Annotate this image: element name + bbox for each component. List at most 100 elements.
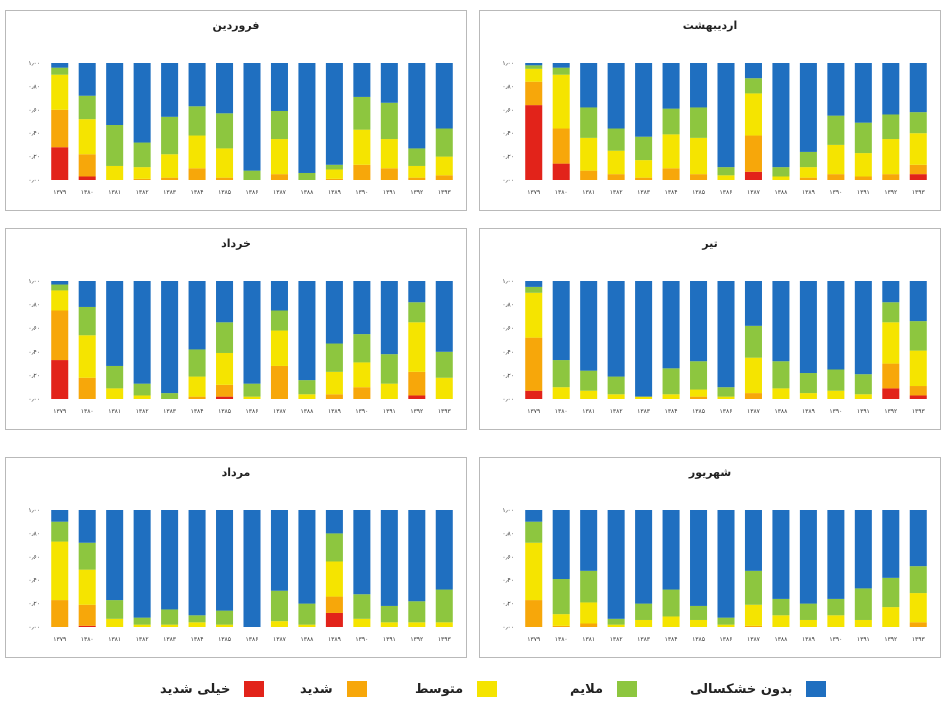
bar-segment <box>690 396 708 399</box>
bar-segment <box>607 128 625 151</box>
x-tick-label: ۱۳۸۱ <box>582 189 595 196</box>
bar-segment <box>408 622 426 627</box>
bar-segment <box>133 167 151 179</box>
x-tick-label: ۱۳۹۰ <box>829 189 842 196</box>
bar-segment <box>51 63 69 68</box>
y-tick-label: ۰٫۶۰ <box>28 107 40 114</box>
y-tick-label: ۰٫۴۰ <box>502 349 514 356</box>
bar-segment <box>854 394 872 399</box>
bar-segment <box>51 109 69 148</box>
x-tick-label: ۱۳۸۷ <box>747 408 761 415</box>
bar-segment <box>662 589 680 617</box>
x-tick-label: ۱۳۹۲ <box>884 408 897 415</box>
bar-segment <box>353 510 371 595</box>
x-tick-label: ۱۳۸۹ <box>802 408 815 415</box>
bar-segment <box>325 510 343 534</box>
y-tick-label: ۱٫۰۰ <box>502 60 514 67</box>
legend-label: بدون خشکسالی <box>690 681 793 697</box>
bar-segment <box>552 128 570 164</box>
bar-segment <box>909 622 927 627</box>
y-tick-label: ۰٫۶۰ <box>502 554 514 561</box>
y-tick-label: ۰٫۰۰ <box>28 177 40 184</box>
bar-segment <box>325 164 343 170</box>
bar-segment <box>607 150 625 175</box>
bar-segment <box>607 281 625 377</box>
bar-segment <box>216 510 234 611</box>
x-tick-label: ۱۳۸۰ <box>81 189 94 196</box>
bar-segment <box>216 148 234 178</box>
bar-segment <box>353 63 371 97</box>
bar-segment <box>161 609 179 625</box>
bar-segment <box>353 164 371 180</box>
bar-segment <box>298 603 316 625</box>
chart-tir: ۰٫۰۰ ۰٫۲۰ ۰٫۴۰ ۰٫۶۰ ۰٫۸۰ ۱٫۰۰ ۱۳۷۹ ۱۳۸۰ ۱۳۸۱ ۱۳۸۲… <box>502 278 927 415</box>
bar-segment <box>580 510 598 571</box>
bar-segment <box>133 624 151 627</box>
legend-label: ملایم <box>570 681 603 697</box>
bar-segment <box>298 510 316 604</box>
bar-segment <box>325 596 343 613</box>
y-tick-label: ۰٫۸۰ <box>502 302 514 309</box>
x-tick-label: ۱۳۸۷ <box>747 189 761 196</box>
x-tick-label: ۱۳۹۲ <box>410 636 423 643</box>
bar-segment <box>133 617 151 625</box>
x-tick-label: ۱۳۷۹ <box>53 636 66 643</box>
chart-legend: خیلی شدید شدید متوسط ملایم بدون خشکسالی <box>0 675 941 705</box>
bar-segment <box>662 134 680 169</box>
chart-shahrivar: ۰٫۰۰ ۰٫۲۰ ۰٫۴۰ ۰٫۶۰ ۰٫۸۰ ۱٫۰۰ ۱۳۷۹ ۱۳۸۰ ۱۳۸۱ ۱۳۸۲… <box>502 507 927 643</box>
bar-segment <box>353 129 371 165</box>
x-tick-label: ۱۳۸۹ <box>802 189 815 196</box>
bar-segment <box>690 619 708 627</box>
bar-segment <box>552 387 570 399</box>
bar-segment <box>882 114 900 140</box>
bar-segment <box>744 625 762 627</box>
bar-segment <box>717 281 735 388</box>
x-tick-label: ۱۳۸۷ <box>273 636 287 643</box>
bar-segment <box>270 139 288 175</box>
bar-segment <box>690 174 708 180</box>
x-tick-label: ۱۳۸۴ <box>665 636 678 643</box>
bar-segment <box>827 115 845 145</box>
bar-segment <box>580 390 598 399</box>
x-tick-label: ۱۳۸۰ <box>81 636 94 643</box>
x-tick-label: ۱۳۸۵ <box>218 408 231 415</box>
bar-segment <box>717 167 735 176</box>
chart-panel-ordibehesht: اردیبهشت ۰٫۰۰ ۰٫۲۰ ۰٫۴۰ ۰٫۶۰ ۰٫۸۰ ۱٫۰۰ ۱۳۷۹ ۱۳۸… <box>479 10 941 211</box>
x-tick-label: ۱۳۷۹ <box>527 408 540 415</box>
bar-segment <box>635 510 653 604</box>
x-tick-label: ۱۳۹۳ <box>438 636 452 643</box>
bar-segment <box>635 63 653 137</box>
x-tick-label: ۱۳۹۱ <box>383 189 396 196</box>
bar-segment <box>690 510 708 606</box>
bar-segment <box>882 577 900 608</box>
bar-segment <box>525 510 543 522</box>
chart-ordibehesht: ۰٫۰۰ ۰٫۲۰ ۰٫۴۰ ۰٫۶۰ ۰٫۸۰ ۱٫۰۰ ۱۳۷۹ ۱۳۸۰ ۱۳۸۱ ۱۳۸۲… <box>502 60 927 196</box>
bar-segment <box>854 63 872 123</box>
bar-segment <box>408 322 426 372</box>
bar-segment <box>353 618 371 627</box>
bar-segment <box>854 281 872 375</box>
x-tick-label: ۱۳۸۹ <box>328 189 341 196</box>
bar-segment <box>51 67 69 75</box>
bar-segment <box>552 63 570 68</box>
bar-segment <box>580 570 598 603</box>
bar-segment <box>690 605 708 620</box>
bar-segment <box>133 63 151 143</box>
bar-segment <box>133 178 151 180</box>
x-tick-label: ۱۳۸۱ <box>108 408 121 415</box>
x-tick-label: ۱۳۹۳ <box>438 189 452 196</box>
bar-segment <box>690 281 708 362</box>
x-tick-label: ۱۳۸۴ <box>191 636 204 643</box>
bar-segment <box>607 394 625 399</box>
x-tick-label: ۱۳۸۵ <box>218 189 231 196</box>
bar-segment <box>325 394 343 399</box>
bar-segment <box>133 142 151 168</box>
bar-segment <box>744 63 762 79</box>
x-tick-label: ۱۳۸۲ <box>610 408 623 415</box>
bar-segment <box>662 394 680 399</box>
bar-segment <box>78 306 96 336</box>
bar-segment <box>106 510 124 601</box>
bar-segment <box>51 290 69 311</box>
bar-segment <box>51 284 69 291</box>
bar-segment <box>435 510 453 590</box>
